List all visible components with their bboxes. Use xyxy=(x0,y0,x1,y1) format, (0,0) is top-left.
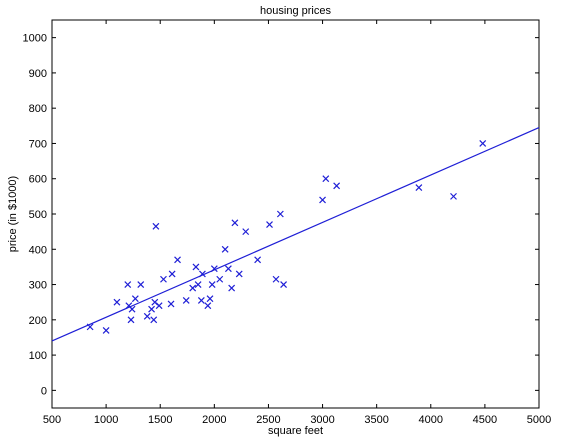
x-tick: 3000 xyxy=(310,20,335,426)
x-tick-label: 3500 xyxy=(364,414,388,426)
x-tick-label: 500 xyxy=(43,414,61,426)
data-point xyxy=(160,275,167,283)
x-tick: 1000 xyxy=(94,20,118,426)
x-axis-label: square feet xyxy=(268,425,323,437)
data-point xyxy=(182,296,190,304)
data-point xyxy=(197,296,205,304)
data-point xyxy=(276,210,284,218)
y-tick-label: 800 xyxy=(29,103,47,115)
data-point xyxy=(137,281,145,288)
x-tick: 5000 xyxy=(527,20,551,426)
x-tick: 1500 xyxy=(148,20,172,426)
data-point xyxy=(272,275,280,283)
data-point xyxy=(333,182,341,190)
data-point xyxy=(148,305,155,313)
data-point xyxy=(224,265,232,273)
data-point xyxy=(242,228,250,236)
data-point xyxy=(208,281,216,288)
plot-area-frame xyxy=(51,19,540,409)
data-point xyxy=(235,270,243,278)
fit-line xyxy=(51,127,540,342)
data-point xyxy=(254,256,262,264)
x-tick: 2000 xyxy=(202,20,227,426)
x-tick-label: 1500 xyxy=(148,414,172,426)
y-tick-label: 900 xyxy=(29,68,47,80)
y-axis-ticks: 0 100 200 300 400 500 600 700 800 900 1000 xyxy=(23,33,539,397)
data-point xyxy=(86,323,94,331)
y-tick-label: 700 xyxy=(29,138,47,150)
x-tick: 500 xyxy=(43,20,61,426)
data-point xyxy=(322,175,330,183)
y-tick: 700 xyxy=(29,138,539,150)
y-tick-label: 100 xyxy=(29,350,47,362)
x-axis-ticks: 500 1000 1500 2000 2500 3000 3500 4000 4500 5000 xyxy=(43,20,551,426)
data-point xyxy=(155,302,163,310)
x-tick-label: 2000 xyxy=(202,414,226,426)
x-tick-label: 2500 xyxy=(256,414,280,426)
y-tick-label: 1000 xyxy=(23,33,47,45)
series-layer xyxy=(51,127,540,342)
data-point xyxy=(199,270,206,278)
data-point xyxy=(128,305,136,313)
y-tick-label: 600 xyxy=(29,174,47,186)
y-axis-label: price (in $1000) xyxy=(7,176,19,252)
y-tick-label: 300 xyxy=(29,280,47,292)
data-point xyxy=(143,312,151,320)
data-point xyxy=(131,295,139,303)
y-tick: 600 xyxy=(29,174,539,186)
x-tick-label: 4500 xyxy=(473,414,497,426)
data-point xyxy=(415,184,423,191)
y-tick-label: 200 xyxy=(29,315,47,327)
data-point xyxy=(280,281,288,288)
y-tick-label: 500 xyxy=(29,209,47,221)
data-point xyxy=(450,192,457,200)
y-tick: 0 xyxy=(41,385,539,397)
y-tick: 300 xyxy=(29,280,539,292)
data-point xyxy=(150,316,158,324)
y-tick: 1000 xyxy=(23,33,539,45)
data-point xyxy=(221,245,229,253)
data-point xyxy=(124,281,132,288)
y-tick: 500 xyxy=(29,209,539,221)
chart-title: housing prices xyxy=(260,5,331,17)
data-point xyxy=(210,265,218,273)
data-point xyxy=(266,221,273,229)
data-point xyxy=(152,222,160,230)
data-point xyxy=(167,300,175,308)
x-tick: 4000 xyxy=(419,20,443,426)
data-point xyxy=(228,284,236,292)
x-tick-label: 1000 xyxy=(94,414,118,426)
x-tick-label: 4000 xyxy=(419,414,443,426)
data-point xyxy=(479,140,487,147)
data-point xyxy=(204,302,212,310)
data-point xyxy=(192,263,200,271)
x-tick: 2500 xyxy=(256,20,281,426)
data-point xyxy=(127,316,135,324)
y-tick: 100 xyxy=(29,350,539,362)
data-point xyxy=(189,284,197,292)
x-tick-label: 5000 xyxy=(527,414,551,426)
y-tick: 200 xyxy=(29,315,539,327)
y-tick: 800 xyxy=(29,103,539,115)
data-point xyxy=(231,219,239,227)
y-tick-label: 0 xyxy=(41,385,47,397)
data-point xyxy=(206,295,214,303)
y-tick-label: 400 xyxy=(29,244,47,256)
y-tick: 400 xyxy=(29,244,539,256)
x-tick: 4500 xyxy=(473,20,497,426)
x-tick: 3500 xyxy=(364,20,389,426)
data-point xyxy=(168,270,176,278)
x-tick-label: 3000 xyxy=(310,414,334,426)
data-point xyxy=(113,298,121,306)
data-point xyxy=(216,275,224,283)
data-point xyxy=(319,196,326,204)
data-point xyxy=(102,326,110,334)
data-point xyxy=(174,256,181,264)
y-tick: 900 xyxy=(29,68,539,80)
data-point xyxy=(194,281,202,288)
